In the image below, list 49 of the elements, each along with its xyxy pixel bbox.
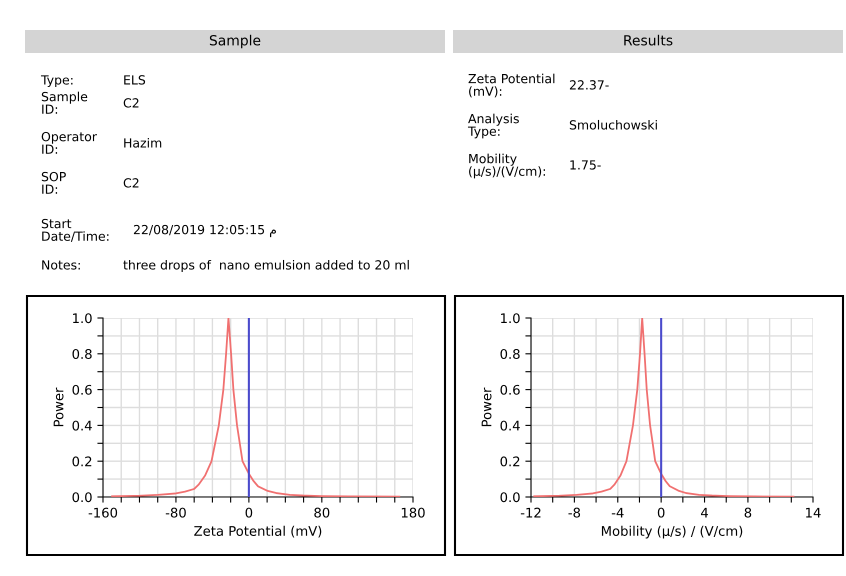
x-tick-label: -8	[568, 508, 580, 518]
y-axis-title: Power	[54, 388, 64, 426]
x-tick-label: 180	[402, 508, 425, 518]
x-tick-label: 14	[806, 508, 821, 518]
text: C2	[124, 178, 138, 188]
x-tick-label: -80	[166, 508, 186, 518]
line-series	[111, 318, 400, 497]
x-tick-label: -12	[520, 508, 540, 518]
text: 22.37-	[570, 80, 609, 90]
x-tick-label: 0	[658, 508, 664, 518]
x-axis-title: Mobility (µ/s) / (V/cm)	[602, 526, 742, 539]
x-tick-label: -160	[88, 508, 118, 518]
text: Sample ID:	[42, 92, 88, 114]
text: Sample	[210, 34, 260, 48]
y-tick-label: 0.4	[500, 420, 520, 431]
x-tick-label: 8	[744, 508, 752, 518]
x-tick-label: 4	[700, 508, 708, 518]
text: Results	[624, 34, 672, 46]
text: C2	[124, 98, 138, 108]
text: SOP ID:	[42, 172, 66, 194]
text: 1.75-	[570, 160, 601, 170]
text: Operator ID:	[42, 132, 97, 154]
y-tick-label: 0.2	[500, 456, 520, 466]
text: Analysis Type:	[468, 114, 519, 138]
x-tick-label: 80	[314, 508, 330, 518]
y-tick-label: 0.6	[72, 384, 92, 395]
text: Zeta Potential (mV):	[468, 74, 554, 98]
text: Notes:	[42, 260, 80, 270]
y-tick-label: 0.6	[500, 384, 520, 395]
text: three drops of nano emulsion added to 20 ml	[123, 260, 409, 272]
text: 22/08/2019 12:05:15 م	[134, 224, 276, 238]
text: Start Date/Time:	[42, 218, 108, 242]
y-tick-label: 0.2	[72, 456, 92, 466]
text: Type:	[40, 75, 72, 88]
y-tick-label: 1.0	[501, 313, 520, 324]
text: ELS	[124, 75, 146, 85]
y-tick-label: 0.0	[500, 492, 520, 502]
x-tick-label: 0	[246, 508, 252, 518]
y-tick-label: 0.4	[72, 420, 92, 431]
y-tick-label: 0.0	[72, 492, 92, 502]
text: Mobility (µ/s)/(V/cm):	[469, 154, 545, 178]
text: Hazim	[124, 138, 162, 148]
y-tick-label: 0.8	[72, 349, 92, 359]
y-tick-label: 1.0	[73, 313, 92, 324]
text: Smoluchowski	[570, 120, 657, 130]
y-tick-label: 0.8	[500, 349, 520, 359]
y-axis-title: Power	[482, 388, 492, 426]
x-tick-label: -4	[612, 508, 624, 518]
x-axis-title: Zeta Potential (mV)	[194, 526, 322, 538]
